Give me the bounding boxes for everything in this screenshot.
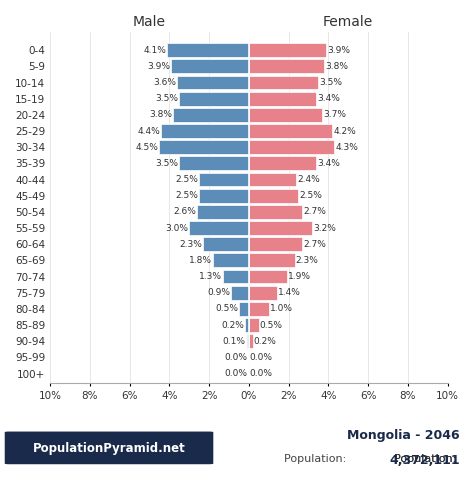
- Text: Population:: Population:: [394, 454, 460, 464]
- Text: 2.6%: 2.6%: [173, 207, 196, 217]
- Text: 0.2%: 0.2%: [254, 337, 277, 346]
- Bar: [189, 221, 249, 235]
- Bar: [249, 237, 302, 251]
- FancyBboxPatch shape: [5, 432, 213, 464]
- Text: 4.3%: 4.3%: [335, 142, 358, 152]
- Bar: [249, 270, 287, 283]
- Text: 2.4%: 2.4%: [298, 175, 320, 184]
- Bar: [213, 253, 249, 267]
- Text: 4.1%: 4.1%: [144, 46, 166, 54]
- Bar: [231, 286, 249, 300]
- Bar: [159, 141, 249, 154]
- Bar: [203, 237, 249, 251]
- Bar: [239, 302, 249, 316]
- Text: 1.3%: 1.3%: [199, 272, 222, 281]
- Bar: [171, 59, 249, 73]
- Bar: [223, 270, 249, 283]
- Text: 2.7%: 2.7%: [303, 239, 326, 249]
- Text: 3.5%: 3.5%: [319, 78, 342, 87]
- Text: 3.8%: 3.8%: [325, 62, 348, 71]
- Bar: [177, 76, 249, 89]
- Text: Male: Male: [133, 15, 166, 29]
- Text: 4.4%: 4.4%: [137, 127, 160, 135]
- Text: 2.3%: 2.3%: [295, 256, 319, 265]
- Bar: [249, 59, 324, 73]
- Text: PopulationPyramid.net: PopulationPyramid.net: [33, 442, 185, 455]
- Text: 3.9%: 3.9%: [147, 62, 170, 71]
- Text: 1.9%: 1.9%: [288, 272, 310, 281]
- Text: Population:: Population:: [394, 454, 460, 464]
- Text: 0.9%: 0.9%: [207, 288, 230, 297]
- Bar: [179, 156, 249, 170]
- Bar: [249, 141, 334, 154]
- Bar: [249, 124, 332, 138]
- Bar: [249, 334, 253, 348]
- Text: 3.2%: 3.2%: [313, 224, 336, 232]
- Bar: [249, 76, 319, 89]
- Bar: [249, 318, 259, 332]
- Text: 3.5%: 3.5%: [155, 159, 178, 168]
- Text: 3.4%: 3.4%: [318, 159, 340, 168]
- Text: 2.3%: 2.3%: [179, 239, 202, 249]
- Text: 4.2%: 4.2%: [333, 127, 356, 135]
- Bar: [249, 286, 277, 300]
- Text: 3.5%: 3.5%: [155, 94, 178, 103]
- Bar: [249, 108, 322, 122]
- Text: 2.7%: 2.7%: [303, 207, 326, 217]
- Text: 0.0%: 0.0%: [250, 369, 273, 378]
- Bar: [247, 334, 249, 348]
- Bar: [167, 43, 249, 57]
- Text: 2.5%: 2.5%: [300, 191, 322, 200]
- Text: Mongolia - 2046: Mongolia - 2046: [347, 429, 460, 442]
- Text: 1.8%: 1.8%: [189, 256, 212, 265]
- Bar: [249, 205, 302, 219]
- Text: 2.5%: 2.5%: [175, 191, 198, 200]
- Text: 3.0%: 3.0%: [165, 224, 188, 232]
- Text: 3.4%: 3.4%: [318, 94, 340, 103]
- Text: 0.1%: 0.1%: [223, 337, 246, 346]
- Bar: [173, 108, 249, 122]
- Text: 3.8%: 3.8%: [149, 110, 173, 120]
- Bar: [249, 43, 326, 57]
- Text: Population:: Population:: [284, 454, 350, 464]
- Text: 3.9%: 3.9%: [327, 46, 350, 54]
- Bar: [161, 124, 249, 138]
- Text: Female: Female: [323, 15, 374, 29]
- Text: 4.5%: 4.5%: [136, 142, 158, 152]
- Bar: [249, 156, 316, 170]
- Text: 0.5%: 0.5%: [215, 304, 238, 314]
- Bar: [245, 318, 249, 332]
- Bar: [249, 189, 299, 203]
- Text: 0.5%: 0.5%: [260, 321, 283, 329]
- Text: 3.6%: 3.6%: [153, 78, 176, 87]
- Text: 3.7%: 3.7%: [323, 110, 346, 120]
- Bar: [199, 189, 249, 203]
- Text: 1.4%: 1.4%: [278, 288, 301, 297]
- Text: 0.0%: 0.0%: [250, 353, 273, 362]
- Text: 1.0%: 1.0%: [270, 304, 292, 314]
- Bar: [249, 302, 269, 316]
- Bar: [249, 253, 294, 267]
- Text: 4,372,111: 4,372,111: [389, 454, 460, 467]
- Bar: [197, 205, 249, 219]
- Text: 0.0%: 0.0%: [225, 369, 248, 378]
- Text: 2.5%: 2.5%: [175, 175, 198, 184]
- Text: 0.0%: 0.0%: [225, 353, 248, 362]
- Text: 0.2%: 0.2%: [221, 321, 244, 329]
- Bar: [199, 173, 249, 186]
- Bar: [179, 92, 249, 106]
- Bar: [249, 92, 316, 106]
- Bar: [249, 221, 312, 235]
- Bar: [249, 173, 297, 186]
